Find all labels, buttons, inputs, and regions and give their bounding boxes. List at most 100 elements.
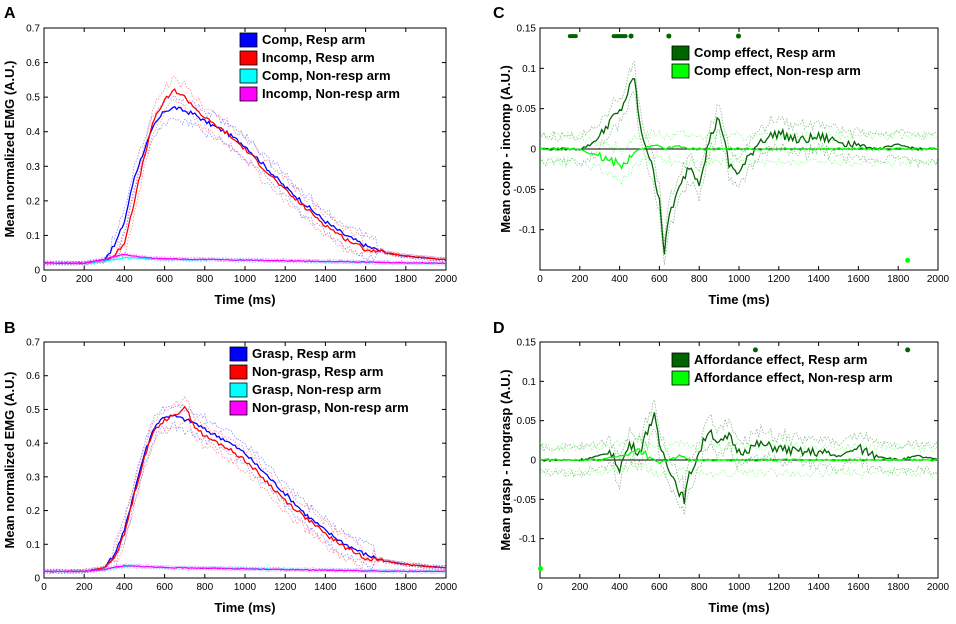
panel-letter-d: D bbox=[493, 320, 505, 337]
legend-swatch-c bbox=[671, 45, 690, 61]
series-lower-bound-a bbox=[44, 98, 446, 266]
legend-label-a: Comp, Non-resp arm bbox=[262, 68, 391, 83]
legend-label-a: Incomp, Non-resp arm bbox=[262, 86, 400, 101]
series-lower-bound-b bbox=[44, 421, 446, 574]
y-tick-label-c: -0.05 bbox=[513, 185, 536, 196]
x-tick-label-d: 1800 bbox=[887, 582, 910, 593]
series-lower-bound-d bbox=[540, 458, 938, 480]
x-tick-label-c: 800 bbox=[691, 274, 708, 285]
x-tick-label-c: 1800 bbox=[887, 274, 910, 285]
x-axis-title-d: Time (ms) bbox=[708, 600, 769, 615]
chart-b-plot: 0 200 400 600 800 1000 1200 1400 1600 1800 2000 0 0.… bbox=[2, 338, 458, 616]
legend-label-b: Non-grasp, Non-resp arm bbox=[252, 400, 409, 415]
x-tick-label-a: 1000 bbox=[234, 274, 257, 285]
legend-swatch-d bbox=[671, 370, 690, 386]
y-tick-label-d: -0.05 bbox=[513, 495, 536, 506]
series-line-c bbox=[540, 144, 938, 170]
x-tick-label-b: 1400 bbox=[314, 582, 337, 593]
series-lower-bound-d bbox=[540, 428, 938, 515]
series-line-b bbox=[44, 564, 446, 573]
y-tick-label-b: 0.1 bbox=[26, 540, 40, 551]
legend-label-b: Grasp, Non-resp arm bbox=[252, 382, 381, 397]
x-tick-label-a: 200 bbox=[76, 274, 93, 285]
legend-label-d: Affordance effect, Resp arm bbox=[694, 352, 867, 367]
significance-marker-c bbox=[666, 33, 672, 39]
series-upper-bound-d bbox=[540, 432, 938, 454]
legend-label-b: Grasp, Resp arm bbox=[252, 346, 356, 361]
x-tick-label-d: 1000 bbox=[728, 582, 751, 593]
significance-marker-c bbox=[905, 257, 911, 263]
significance-marker-c bbox=[628, 33, 634, 39]
series-group-c bbox=[540, 60, 938, 265]
y-tick-label-a: 0.4 bbox=[26, 127, 40, 138]
y-tick-label-a: 0.7 bbox=[26, 24, 40, 35]
x-tick-label-b: 800 bbox=[196, 582, 213, 593]
x-tick-label-d: 0 bbox=[537, 582, 543, 593]
x-tick-label-d: 600 bbox=[651, 582, 668, 593]
y-tick-label-d: 0.05 bbox=[517, 416, 537, 427]
series-lower-bound-b bbox=[44, 419, 446, 574]
legend-a: Comp, Resp arm Incomp, Resp arm Comp, Non-… bbox=[239, 32, 400, 102]
series-lower-bound-a bbox=[44, 258, 446, 266]
y-tick-label-a: 0.3 bbox=[26, 162, 40, 173]
y-tick-label-d: 0 bbox=[530, 456, 536, 467]
series-lower-bound-b bbox=[44, 566, 446, 575]
series-line-a bbox=[44, 88, 446, 265]
legend-label-a: Comp, Resp arm bbox=[262, 32, 365, 47]
legend-swatch-b bbox=[229, 382, 248, 398]
legend-swatch-b bbox=[229, 346, 248, 362]
series-lower-bound-c bbox=[540, 155, 938, 186]
panel-c: C 0 200 400 600 800 1000 1200 1400 1600 1800 2000 -… bbox=[493, 5, 950, 307]
chart-a-plot: 0 200 400 600 800 1000 1200 1400 1600 1800 2000 0 0.… bbox=[2, 24, 458, 308]
x-tick-label-d: 1400 bbox=[807, 582, 830, 593]
y-tick-label-b: 0 bbox=[34, 574, 40, 585]
series-line-a bbox=[44, 253, 446, 265]
x-tick-label-c: 2000 bbox=[927, 274, 950, 285]
panel-letter-b: B bbox=[4, 320, 16, 337]
legend-b: Grasp, Resp arm Non-grasp, Resp arm Grasp,… bbox=[229, 346, 409, 416]
y-tick-label-b: 0.7 bbox=[26, 338, 40, 349]
y-tick-label-c: -0.1 bbox=[519, 225, 537, 236]
x-tick-label-b: 200 bbox=[76, 582, 93, 593]
series-line-c bbox=[540, 78, 938, 255]
y-tick-label-c: 0.15 bbox=[517, 24, 537, 35]
series-group-d bbox=[540, 398, 938, 515]
y-tick-label-c: 0 bbox=[530, 145, 536, 156]
x-tick-label-b: 1200 bbox=[274, 582, 297, 593]
x-tick-label-d: 2000 bbox=[927, 582, 950, 593]
series-upper-bound-c bbox=[540, 128, 938, 156]
x-tick-label-b: 0 bbox=[41, 582, 47, 593]
x-tick-label-c: 200 bbox=[571, 274, 588, 285]
y-tick-label-d: 0.1 bbox=[522, 377, 536, 388]
y-tick-label-a: 0 bbox=[34, 266, 40, 277]
y-axis-title-c: Mean comp - incomp (A.U.) bbox=[498, 65, 513, 233]
x-tick-label-a: 800 bbox=[196, 274, 213, 285]
x-tick-label-c: 400 bbox=[611, 274, 628, 285]
y-axis-title-d: Mean grasp - nongrasp (A.U.) bbox=[498, 369, 513, 550]
y-tick-label-c: 0.1 bbox=[522, 64, 536, 75]
series-line-b bbox=[44, 405, 446, 573]
x-tick-label-d: 1200 bbox=[768, 582, 791, 593]
x-tick-label-d: 1600 bbox=[847, 582, 870, 593]
series-line-d bbox=[540, 448, 938, 465]
x-tick-label-b: 1000 bbox=[234, 582, 257, 593]
legend-swatch-a bbox=[239, 68, 258, 84]
plot-area-b bbox=[43, 341, 447, 579]
significance-marker-d bbox=[905, 347, 911, 353]
series-group-b bbox=[44, 395, 446, 575]
legend-swatch-b bbox=[229, 364, 248, 380]
y-tick-label-c: 0.05 bbox=[517, 104, 537, 115]
legend-swatch-a bbox=[239, 86, 258, 102]
significance-marker-d bbox=[537, 566, 543, 572]
y-tick-label-b: 0.2 bbox=[26, 506, 40, 517]
x-axis-title-a: Time (ms) bbox=[214, 292, 275, 307]
x-tick-label-c: 600 bbox=[651, 274, 668, 285]
legend-c: Comp effect, Resp arm Comp effect, Non-re… bbox=[671, 45, 861, 79]
series-upper-bound-a bbox=[44, 252, 446, 263]
x-tick-label-b: 1600 bbox=[354, 582, 377, 593]
panel-letter-c: C bbox=[493, 5, 505, 22]
x-tick-label-a: 1800 bbox=[395, 274, 418, 285]
legend-swatch-c bbox=[671, 63, 690, 79]
x-tick-label-c: 0 bbox=[537, 274, 543, 285]
series-upper-bound-a bbox=[44, 255, 446, 263]
